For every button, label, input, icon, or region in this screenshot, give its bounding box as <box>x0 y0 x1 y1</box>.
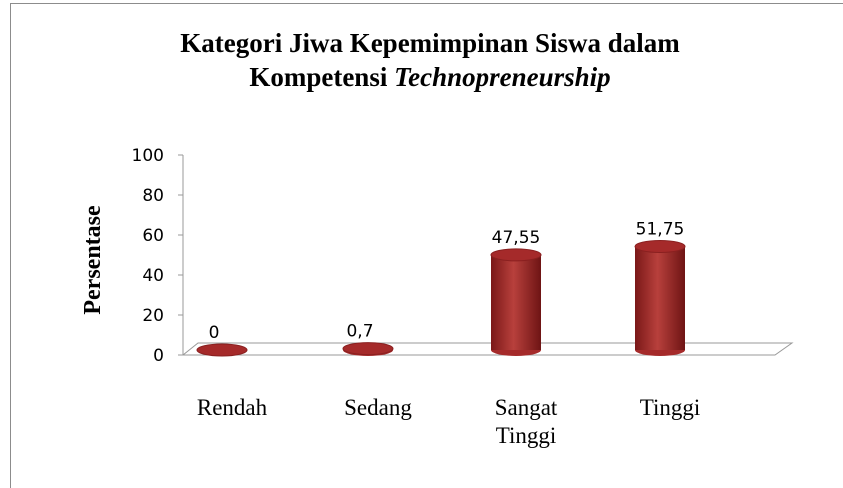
chart-title: Kompetensi Technopreneurship <box>249 62 610 92</box>
bar <box>635 246 685 350</box>
y-tick-label: 40 <box>142 266 164 286</box>
y-tick-label: 80 <box>142 186 164 206</box>
floor <box>181 342 794 356</box>
bar-top <box>634 240 686 253</box>
x-tick-label: Sangat Tinggi <box>494 395 558 448</box>
chart-title-part: Technopreneurship <box>394 62 611 92</box>
y-tick-label: 60 <box>142 226 164 246</box>
y-tick-label: 0 <box>153 346 164 366</box>
value-label: 0,7 <box>346 322 373 342</box>
value-label: 47,55 <box>492 228 541 248</box>
x-tick-label: Sedang <box>344 395 412 420</box>
chart-title: Kategori Jiwa Kepemimpinan Siswa dalam <box>180 28 680 58</box>
chart-title-part: Kompetensi <box>249 62 387 92</box>
value-label: 51,75 <box>636 220 685 240</box>
bar-top <box>196 343 248 357</box>
x-tick-label: Rendah <box>196 395 268 420</box>
bar-top <box>342 342 394 356</box>
bar-top <box>490 248 542 262</box>
y-axis-label: Persentase <box>80 205 106 315</box>
chart-frame <box>10 3 843 488</box>
y-tick-label: 20 <box>142 306 164 326</box>
x-tick-label: Tinggi <box>639 395 701 420</box>
bar <box>491 254 541 350</box>
value-label: 0 <box>209 323 220 343</box>
y-tick-label: 100 <box>132 146 164 166</box>
